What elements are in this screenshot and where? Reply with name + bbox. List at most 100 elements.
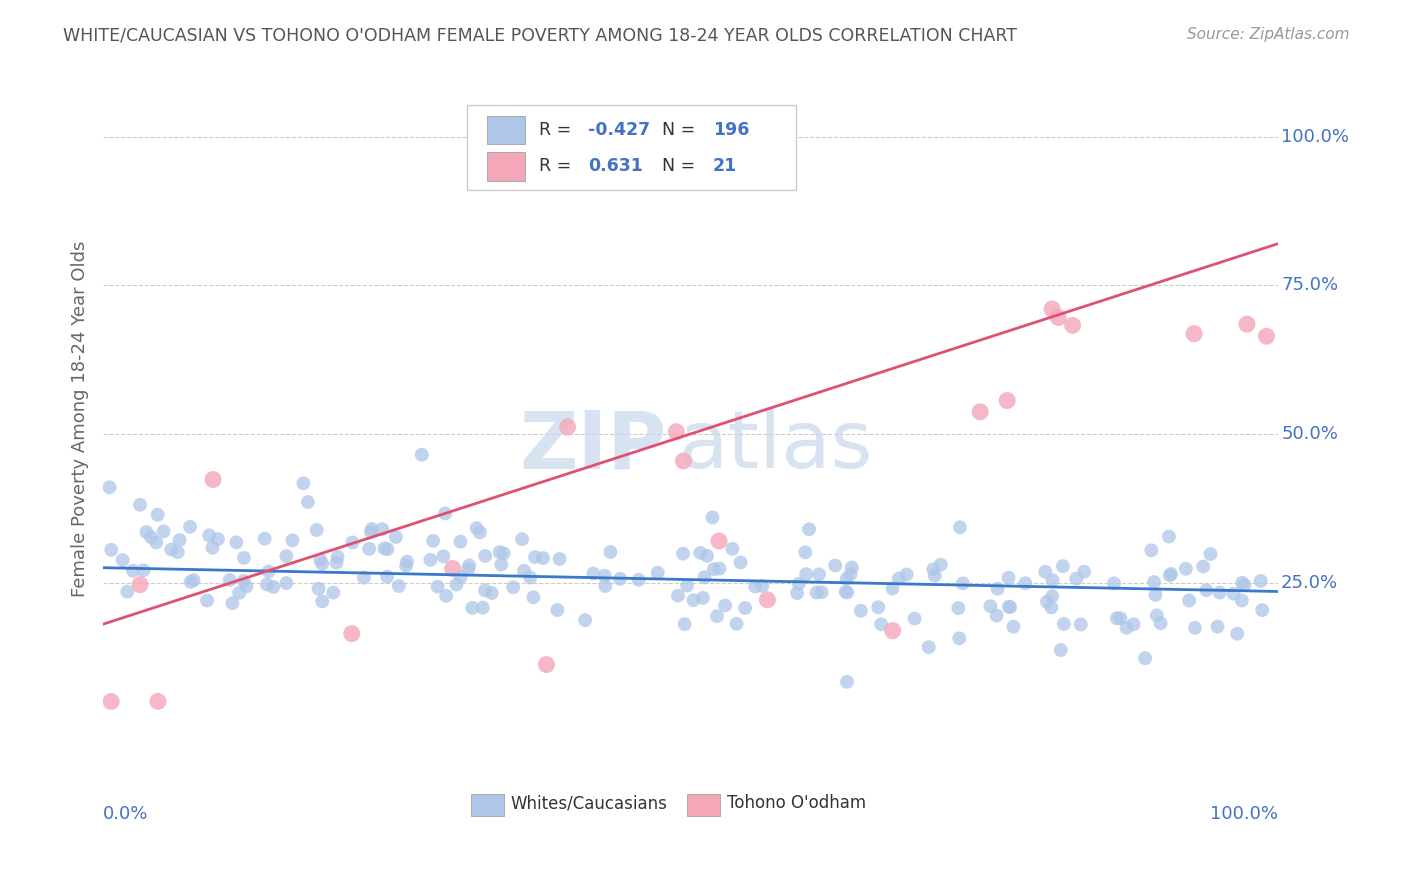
Point xyxy=(593,568,616,582)
Point xyxy=(948,632,970,646)
Point xyxy=(232,550,254,565)
Text: R =: R = xyxy=(538,157,576,176)
Point xyxy=(422,533,444,548)
Text: N =: N = xyxy=(662,157,702,176)
Point xyxy=(1174,562,1197,576)
Point xyxy=(419,553,441,567)
Point xyxy=(441,561,464,575)
Point xyxy=(751,579,773,593)
Point xyxy=(841,560,863,574)
Point xyxy=(924,568,946,582)
Point xyxy=(806,585,828,599)
Text: WHITE/CAUCASIAN VS TOHONO O'ODHAM FEMALE POVERTY AMONG 18-24 YEAR OLDS CORRELATI: WHITE/CAUCASIAN VS TOHONO O'ODHAM FEMALE… xyxy=(63,27,1018,45)
Point xyxy=(922,562,945,576)
Point xyxy=(180,574,202,589)
Point xyxy=(218,573,240,587)
Point xyxy=(1157,530,1180,544)
Point xyxy=(673,617,696,632)
Point xyxy=(160,542,183,557)
Point xyxy=(1222,586,1244,600)
Point xyxy=(756,592,779,607)
Point xyxy=(1073,565,1095,579)
Point xyxy=(672,547,695,561)
Point xyxy=(1122,617,1144,632)
Point xyxy=(995,393,1018,408)
Point xyxy=(1105,611,1128,625)
Point xyxy=(692,591,714,605)
Point xyxy=(458,558,481,573)
Text: 21: 21 xyxy=(713,157,737,176)
Point xyxy=(132,563,155,577)
Point xyxy=(305,523,328,537)
Point xyxy=(325,556,347,570)
Point xyxy=(1042,573,1064,587)
Point xyxy=(998,600,1021,615)
Point xyxy=(1070,617,1092,632)
Point xyxy=(706,609,728,624)
Point xyxy=(557,420,579,434)
FancyBboxPatch shape xyxy=(486,152,524,181)
Point xyxy=(997,571,1019,585)
Point xyxy=(1040,301,1063,316)
Point xyxy=(434,589,457,603)
Point xyxy=(969,405,991,419)
Text: Source: ZipAtlas.com: Source: ZipAtlas.com xyxy=(1187,27,1350,42)
Point xyxy=(787,576,810,591)
Point xyxy=(179,520,201,534)
Text: atlas: atlas xyxy=(679,408,873,485)
Point xyxy=(1066,572,1088,586)
Point xyxy=(411,448,433,462)
Point xyxy=(100,542,122,557)
Text: N =: N = xyxy=(662,121,702,139)
Point xyxy=(129,578,152,592)
Text: Whites/Caucasians: Whites/Caucasians xyxy=(510,794,668,813)
Point xyxy=(1047,310,1070,325)
Point xyxy=(896,567,918,582)
Point xyxy=(1036,595,1059,609)
Point xyxy=(689,546,711,560)
Point xyxy=(395,558,418,573)
FancyBboxPatch shape xyxy=(467,104,796,190)
Y-axis label: Female Poverty Among 18-24 Year Olds: Female Poverty Among 18-24 Year Olds xyxy=(72,241,89,598)
Point xyxy=(292,476,315,491)
Point xyxy=(835,674,858,689)
Point xyxy=(1208,585,1230,599)
Point xyxy=(1014,576,1036,591)
Point xyxy=(522,591,544,605)
Point xyxy=(202,473,225,487)
Point xyxy=(360,524,382,539)
Point xyxy=(502,580,524,594)
Point xyxy=(536,657,558,672)
Point xyxy=(1160,567,1182,582)
Point xyxy=(262,580,284,594)
Point xyxy=(734,601,756,615)
Point xyxy=(693,570,716,584)
Point xyxy=(998,599,1021,614)
Point xyxy=(887,572,910,586)
Point xyxy=(195,593,218,607)
Point xyxy=(1236,317,1258,331)
Point xyxy=(797,522,820,536)
Point xyxy=(276,576,298,591)
Point xyxy=(1144,588,1167,602)
Point xyxy=(388,579,411,593)
Point xyxy=(276,549,298,563)
Point xyxy=(311,594,333,608)
Point xyxy=(676,579,699,593)
Point xyxy=(434,507,457,521)
Point xyxy=(492,546,515,560)
Text: ZIP: ZIP xyxy=(520,408,666,485)
Point xyxy=(1232,575,1254,590)
Point xyxy=(1040,600,1063,615)
Point xyxy=(1195,583,1218,598)
Point xyxy=(1049,643,1071,657)
FancyBboxPatch shape xyxy=(471,794,503,815)
Point xyxy=(183,573,205,587)
Point xyxy=(1251,603,1274,617)
Point xyxy=(1256,329,1278,343)
Point xyxy=(682,593,704,607)
Point xyxy=(235,579,257,593)
Point xyxy=(146,694,169,708)
Point xyxy=(835,585,858,599)
Point xyxy=(531,551,554,566)
